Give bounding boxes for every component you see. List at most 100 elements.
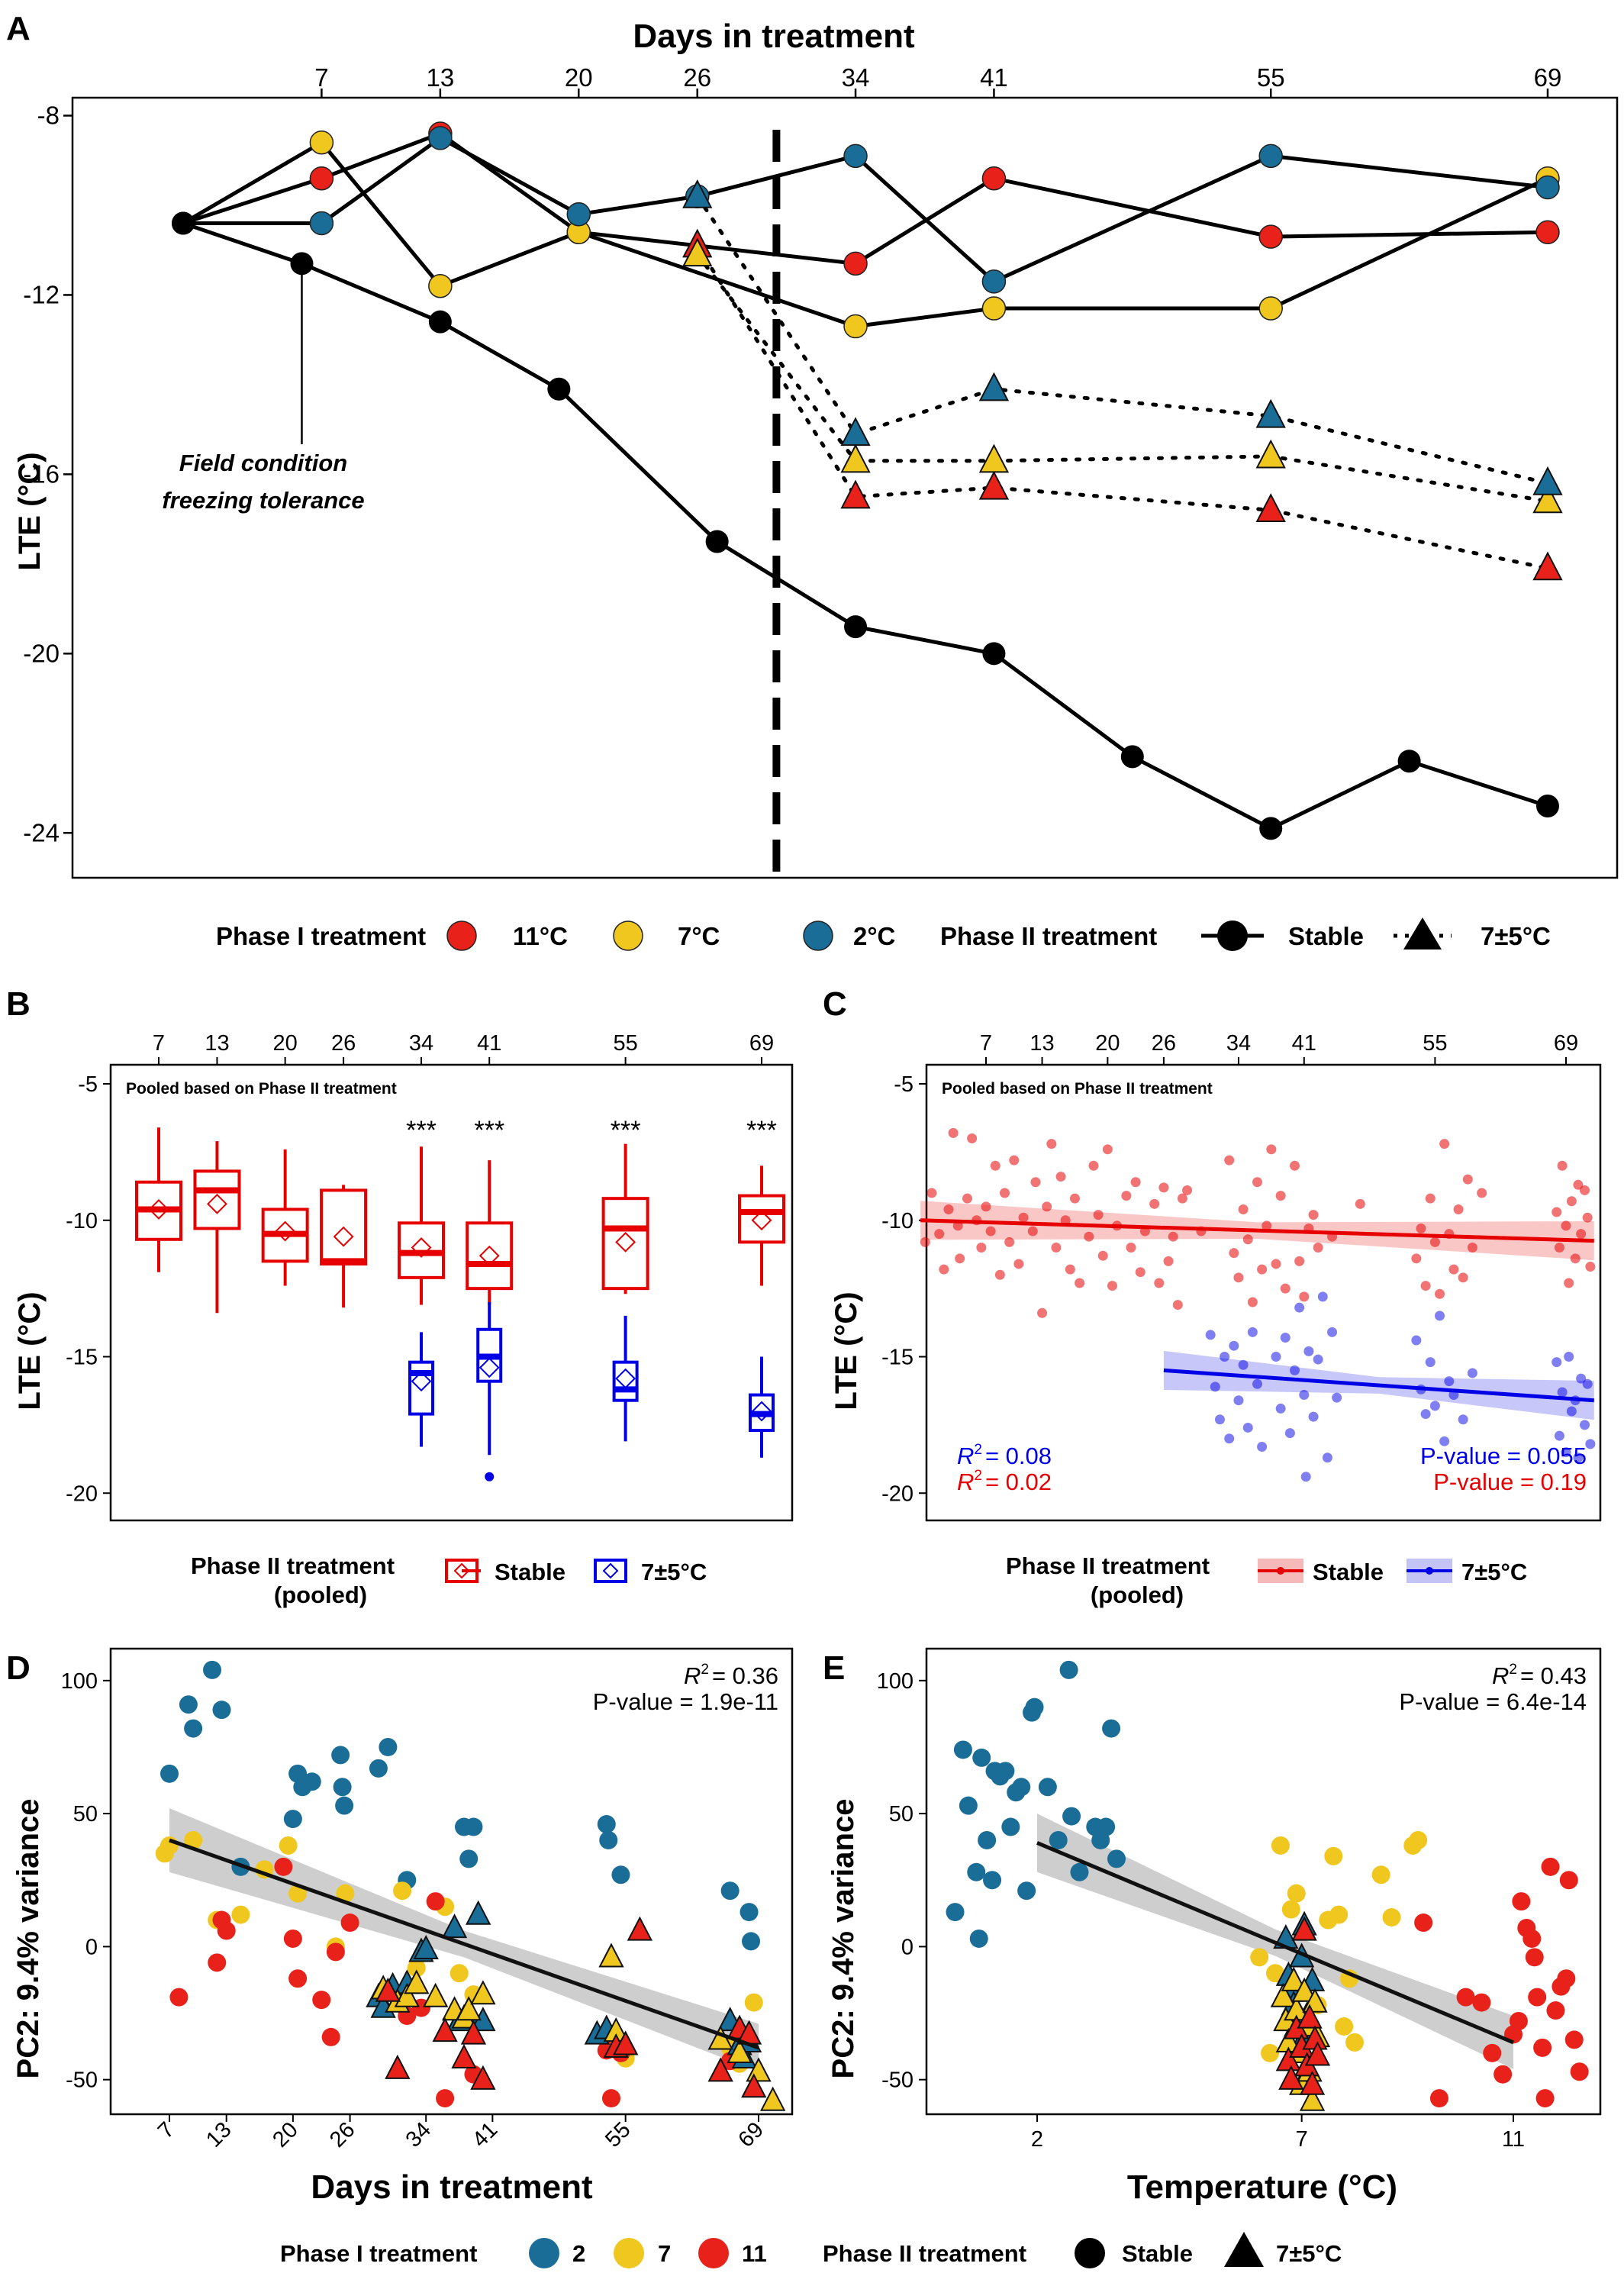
c-variable-point [1580,1420,1590,1430]
c-stable-point [1229,1248,1239,1259]
b-mean-marker [411,1237,432,1258]
e-circle-point [1535,2089,1555,2108]
legend-b-stable-label: Stable [495,1559,566,1585]
a-field-point [1120,745,1144,769]
a-x-tick-label: 41 [980,63,1008,92]
d-triangle-point [394,1982,420,2007]
c-stable-point [934,1229,945,1240]
c-stable-point [1290,1160,1300,1171]
panel-letter-e: E [823,1649,845,1687]
c-stable-point [1467,1243,1477,1253]
d-circle-point [464,1817,483,1836]
d-circle-point [321,2027,340,2046]
c-stable-point [1280,1283,1290,1294]
c-stable-point [1030,1177,1041,1188]
c-stable-point [1271,1259,1281,1269]
c-stable-point [1435,1288,1445,1299]
a-stable-point [843,314,868,339]
c-variable-point [1280,1332,1290,1343]
d-circle-point [459,1849,478,1868]
c-stable-point [1477,1188,1487,1198]
c-stable-point [1069,1193,1080,1204]
c-stable-point [1429,1236,1440,1247]
c-stable-point [1355,1198,1365,1209]
d-confidence-band [169,1808,759,2072]
c-stable-point [1313,1243,1323,1253]
d-r2: R2 = 0.36 [684,1662,778,1689]
e-circle-point [1335,2017,1354,2036]
c-regression-line [920,1218,1594,1243]
d-circle-point [331,1746,350,1765]
c-stable-point [1051,1243,1062,1253]
c-stable-point [1224,1155,1235,1166]
c-variable-point [1425,1357,1436,1368]
e-regression-line [1036,1841,1514,2045]
c-variable-point [1332,1392,1342,1403]
e-circle-point [1512,1892,1531,1911]
e-r2: R2 = 0.43 [1492,1662,1587,1689]
a-stable-point [1535,175,1560,200]
a-x-tick-label: 20 [565,63,593,92]
d-x-tick-label: 69 [734,2117,768,2152]
e-circle-point [1261,2043,1280,2062]
c-stable-point [1275,1191,1286,1201]
c-stable-point [981,1201,991,1212]
a-variable-point [1532,466,1563,495]
d-circle-point [333,1778,352,1797]
c-stable-point [1564,1278,1574,1288]
c-stable-point [1046,1139,1057,1149]
c-variable-point [1554,1430,1564,1441]
e-circle-point [1371,1865,1390,1884]
e-circle-point [1414,1914,1433,1933]
legend-phase2-title: Phase II treatment [940,922,1157,950]
a-x-tick-label: 69 [1534,63,1562,92]
c-variable-point [1552,1357,1562,1368]
a-variable-line [695,253,1550,504]
c-x-tick-label: 55 [1423,1031,1447,1056]
b-x-tick-label: 41 [477,1031,501,1056]
bottom-legend-marker-2 [529,2238,559,2268]
c-stable-point [1557,1160,1568,1171]
bottom-legend-stable-label: Stable [1122,2240,1193,2267]
c-stable-point [1135,1267,1146,1278]
c-stable-point [1055,1172,1066,1182]
c-variable-point [1290,1365,1300,1375]
legend-variable-label: 7±5°C [1481,922,1551,950]
d-circle-point [720,1881,740,1901]
a-y-tick-label: -16 [23,459,60,488]
b-mean-marker [615,1231,636,1253]
legend-c-stable-label: Stable [1313,1559,1384,1585]
e-circle-point [1250,1948,1269,1967]
panel-a-frame [71,96,1619,879]
e-circle-point [1472,1993,1491,2012]
e-circle-point [1107,1849,1126,1868]
b-x-tick-label: 26 [331,1031,356,1056]
c-stable-point [1013,1259,1024,1269]
e-triangle-point [1304,2041,1331,2066]
e-circle-point [1541,1857,1560,1876]
c-stable-point [985,1226,996,1236]
d-triangle-point [422,1982,449,2007]
c-stable-point [1097,1250,1108,1261]
c-variable-point [1467,1368,1477,1378]
c-variable-point [1238,1359,1249,1370]
c-stable-point [1294,1256,1305,1266]
e-circle-point [1062,1807,1081,1826]
c-stable-point [1121,1191,1132,1201]
c-variable-point [1576,1373,1587,1384]
e-circle-point [946,1903,965,1922]
d-circle-point [169,1988,188,2007]
a-stable-point [843,143,868,169]
a-stable-point [428,273,453,298]
a-y-tick-label: -12 [23,280,60,308]
legend-marker-2 [803,920,833,951]
e-circle-point [1324,1846,1343,1865]
panel-a: A Days in treatment LTE (°C) 7 13 20 26 34 41… [6,10,1619,951]
panel-b-note: Pooled based on Phase II treatment [126,1080,397,1098]
d-circle-point [160,1836,179,1855]
e-circle-point [1570,2062,1589,2081]
d-circle-point [393,1881,412,1901]
legend-stable-marker [1217,920,1248,951]
c-variable-point [1573,1452,1584,1463]
